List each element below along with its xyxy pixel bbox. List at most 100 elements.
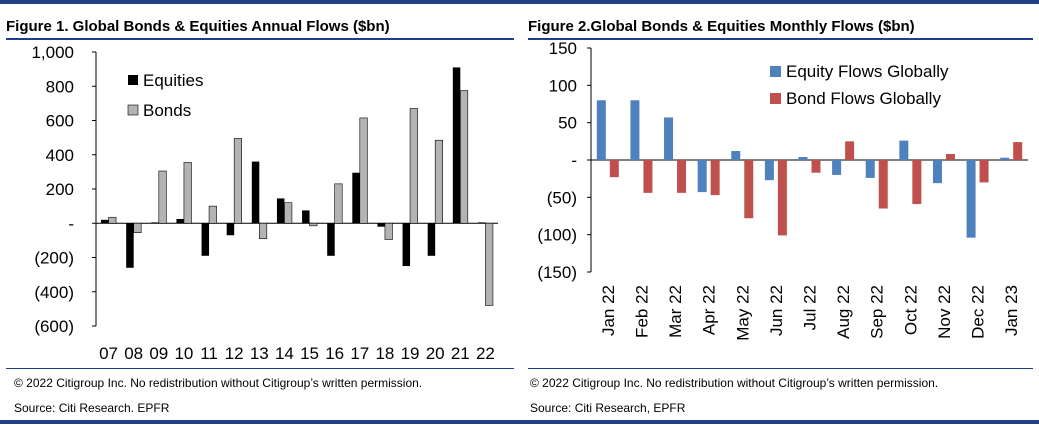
figure2-x-tick-label: Mar 22 xyxy=(666,285,685,338)
figure1-panel: Figure 1. Global Bonds & Equities Annual… xyxy=(0,4,520,420)
figure1-title: Figure 1. Global Bonds & Equities Annual… xyxy=(6,18,390,35)
figure2-equity-bar xyxy=(697,160,707,193)
figure2-y-tick-label: (100) xyxy=(537,226,577,245)
figure1-bonds-bar xyxy=(183,162,192,224)
figure1-y-tick-label: - xyxy=(68,214,74,233)
figure1-y-tick-label: 400 xyxy=(46,146,74,165)
figure1-x-tick-label: 22 xyxy=(476,344,495,363)
figure1-bonds-bar xyxy=(309,222,318,227)
figure1-bonds-bar xyxy=(485,222,494,306)
figure1-x-tick-label: 09 xyxy=(149,344,168,363)
figure2-legend-swatch xyxy=(770,66,781,77)
figure1-equities-bar xyxy=(302,210,310,224)
figure1-legend-swatch xyxy=(128,75,138,85)
figure2-bond-bar xyxy=(845,141,855,160)
figure2-equity-bar xyxy=(932,160,942,184)
figure1-x-tick-label: 13 xyxy=(250,344,269,363)
figure2-equity-bar xyxy=(630,100,640,160)
figure1-bonds-bar xyxy=(409,108,418,224)
figure1-bonds-bar xyxy=(208,205,217,224)
figure1-note-rule xyxy=(6,368,514,369)
figure1-x-tick-label: 15 xyxy=(300,344,319,363)
figure2-bond-bar xyxy=(945,154,955,160)
figure2-bond-bar xyxy=(643,160,653,193)
figure2-bond-bar xyxy=(777,160,787,236)
figure1-equities-bar xyxy=(251,161,260,224)
figure2-x-tick-label: Aug 22 xyxy=(834,285,853,339)
figure1-bonds-bar xyxy=(460,90,469,224)
figure2-equity-bar xyxy=(731,151,741,160)
figure1-legend-label: Equities xyxy=(143,71,203,90)
figure1-bonds-bar xyxy=(434,139,443,224)
figure2-equity-bar xyxy=(865,160,875,178)
figure2-equity-bar xyxy=(798,157,808,160)
figure2-equity-bar xyxy=(764,160,774,181)
figure2-title: Figure 2.Global Bonds & Equities Monthly… xyxy=(528,18,915,35)
figure2-equity-bar xyxy=(899,140,909,160)
figure1-x-tick-label: 18 xyxy=(375,344,394,363)
figure2-panel: Figure 2.Global Bonds & Equities Monthly… xyxy=(520,4,1039,420)
figure1-equities-bar xyxy=(151,222,159,224)
figure1-chart: 1,000 800 600 400 200 - (200) (400) (600) 07 08 09 1… xyxy=(31,43,498,363)
figure1-bonds-bar xyxy=(259,222,268,239)
figure2-bond-bar xyxy=(744,160,754,219)
figure1-legend-label: Bonds xyxy=(143,101,191,120)
figure1-x-tick-label: 08 xyxy=(124,344,143,363)
figure1-x-tick-label: 21 xyxy=(451,344,470,363)
figure2-x-tick-label: Dec 22 xyxy=(969,285,988,339)
figure1-x-tick-label: 12 xyxy=(225,344,244,363)
figure1-bonds-bar xyxy=(359,117,368,224)
figure1-equities-bar xyxy=(327,223,335,256)
figure1-x-tick-label: 14 xyxy=(275,344,294,363)
figure2-bond-bar xyxy=(878,160,888,209)
figure2-x-tick-label: Jul 22 xyxy=(801,285,820,330)
figure2-bond-bar xyxy=(979,160,989,183)
figure1-bonds-bar xyxy=(233,138,242,224)
figure1-bonds-bar xyxy=(284,202,293,224)
figure2-bond-bar xyxy=(1013,142,1023,160)
figure1-bonds-bar xyxy=(158,170,167,224)
figure2-legend-swatch xyxy=(770,93,781,104)
figure2-x-tick-label: Oct 22 xyxy=(901,285,920,335)
figure2-y-tick-label: - xyxy=(571,151,577,170)
figure2-x-tick-label: Jan 23 xyxy=(1002,285,1021,336)
figure2-title-rule xyxy=(528,38,1033,40)
figure2-y-tick-label: (50) xyxy=(547,188,577,207)
figure2-bond-bar xyxy=(609,160,619,178)
figure1-title-rule xyxy=(6,38,514,40)
figure1-y-tick-label: 800 xyxy=(46,77,74,96)
figure2-y-tick-label: 100 xyxy=(549,76,577,95)
figure1-equities-bar xyxy=(101,219,109,224)
figure2-x-tick-label: Jun 22 xyxy=(767,285,786,336)
figure2-equity-bar xyxy=(1000,157,1010,160)
figure1-x-tick-label: 10 xyxy=(174,344,193,363)
figure1-equities-bar xyxy=(126,223,134,268)
figure2-x-tick-label: Sep 22 xyxy=(868,285,887,339)
figure1-bonds-bar xyxy=(334,183,343,224)
figure1-equities-bar xyxy=(176,218,184,224)
figure1-equities-bar xyxy=(377,223,385,227)
figure2-note-rule xyxy=(528,368,1033,369)
figure1-equities-bar xyxy=(427,223,436,256)
figure1-y-tick-label: 200 xyxy=(46,180,74,199)
figure1-equities-bar xyxy=(226,223,235,236)
figure2-x-tick-label: Feb 22 xyxy=(632,285,651,338)
figure1-equities-bar xyxy=(352,172,360,224)
figure1-bonds-bar xyxy=(133,222,142,233)
figure2-bond-bar xyxy=(912,160,922,205)
figure1-copyright: © 2022 Citigroup Inc. No redistribution … xyxy=(14,376,423,390)
figure1-x-tick-label: 07 xyxy=(99,344,118,363)
figure2-x-tick-label: May 22 xyxy=(733,285,752,341)
figure1-legend-swatch xyxy=(127,104,139,116)
figure2-source: Source: Citi Research, EPFR xyxy=(530,401,686,415)
figure2-y-tick-label: 150 xyxy=(549,39,577,58)
figure2-equity-bar xyxy=(966,160,976,238)
figure1-x-tick-label: 17 xyxy=(350,344,369,363)
figure1-x-tick-label: 16 xyxy=(325,344,344,363)
figure2-bond-bar xyxy=(710,160,720,196)
figure1-x-tick-label: 19 xyxy=(401,344,420,363)
figure1-x-tick-label: 11 xyxy=(200,344,218,363)
figure1-equities-bar xyxy=(402,223,411,267)
figure2-equity-bar xyxy=(596,100,606,160)
figure2-bond-bar xyxy=(677,160,687,193)
